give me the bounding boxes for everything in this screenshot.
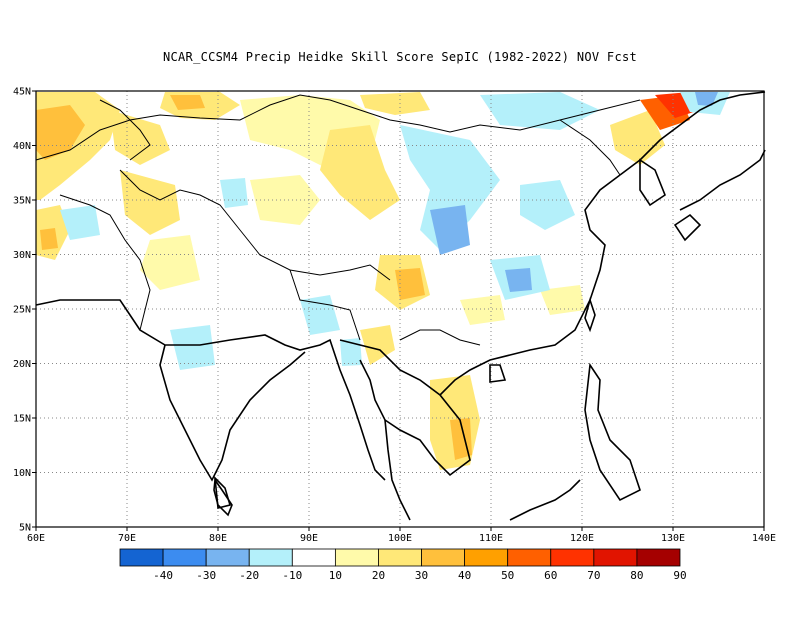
colorbar-swatch xyxy=(636,548,681,567)
colorbar-swatch xyxy=(421,548,466,567)
lon-label: 80E xyxy=(209,533,227,544)
lon-label: 60E xyxy=(27,533,45,544)
colorbar-label: 30 xyxy=(415,569,428,582)
lat-labels: 5N 10N 15N 20N 25N 30N 35N 40N 45N xyxy=(13,87,36,534)
coastlines xyxy=(35,91,766,521)
chart-title: NCAR_CCSM4 Precip Heidke Skill Score Sep… xyxy=(162,50,638,64)
colorbar-label: -10 xyxy=(282,569,302,582)
lon-label: 130E xyxy=(661,533,685,544)
colorbar-label: 60 xyxy=(544,569,557,582)
colorbar-label: 40 xyxy=(458,569,471,582)
colorbar: -40 -30 -20 -10 10 20 30 40 50 60 70 80 90 xyxy=(119,548,687,582)
lat-label: 40N xyxy=(13,141,31,152)
colorbar-swatch xyxy=(162,548,207,567)
colorbar-swatch xyxy=(205,548,250,567)
colorbar-swatch xyxy=(119,548,164,567)
colorbar-label: 20 xyxy=(372,569,385,582)
lon-label: 70E xyxy=(118,533,136,544)
colorbar-label: -40 xyxy=(153,569,173,582)
lat-label: 30N xyxy=(13,250,31,261)
colorbar-label: 50 xyxy=(501,569,514,582)
country-borders xyxy=(35,94,641,346)
lat-label: 5N xyxy=(19,523,31,534)
lon-label: 120E xyxy=(570,533,594,544)
lon-label: 90E xyxy=(300,533,318,544)
lat-label: 45N xyxy=(13,87,31,98)
lat-label: 20N xyxy=(13,359,31,370)
lat-label: 35N xyxy=(13,196,31,207)
colorbar-swatch xyxy=(593,548,638,567)
colorbar-swatch xyxy=(248,548,293,567)
colorbar-swatch xyxy=(550,548,595,567)
lat-label: 10N xyxy=(13,468,31,479)
colorbar-label: 90 xyxy=(673,569,686,582)
colorbar-label: -30 xyxy=(196,569,216,582)
lat-lon-grid xyxy=(36,91,764,527)
colorbar-swatch xyxy=(464,548,509,567)
skill-field xyxy=(36,92,730,470)
colorbar-swatch xyxy=(291,548,336,567)
lon-labels: 60E 70E 80E 90E 100E 110E 120E 130E 140E xyxy=(27,527,776,544)
lat-label: 15N xyxy=(13,414,31,425)
colorbar-label: -20 xyxy=(239,569,259,582)
lat-label: 25N xyxy=(13,305,31,316)
colorbar-label: 10 xyxy=(329,569,342,582)
lon-label: 110E xyxy=(479,533,503,544)
colorbar-swatch xyxy=(334,548,379,567)
colorbar-swatch xyxy=(378,548,422,567)
lon-label: 100E xyxy=(388,533,412,544)
colorbar-swatch xyxy=(507,548,552,567)
lon-label: 140E xyxy=(752,533,776,544)
colorbar-label: 80 xyxy=(630,569,643,582)
colorbar-label: 70 xyxy=(587,569,600,582)
